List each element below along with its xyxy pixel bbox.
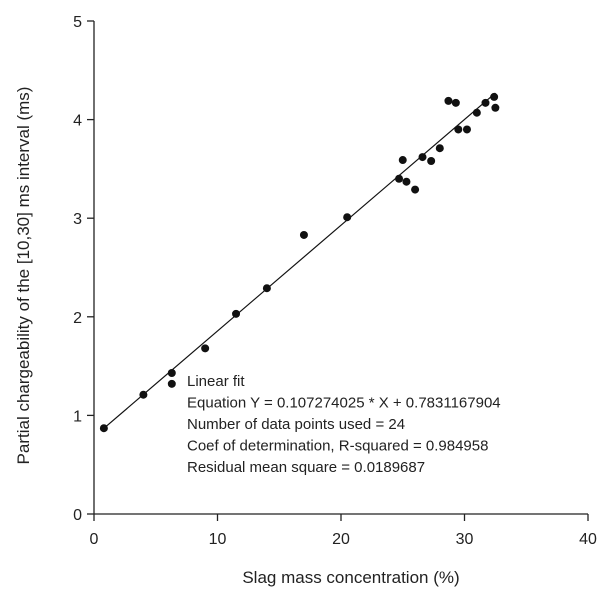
data-point	[435, 144, 444, 153]
data-point	[481, 98, 490, 107]
data-point	[472, 108, 481, 117]
data-point	[343, 213, 352, 222]
data-point	[454, 125, 463, 134]
annotation-line: Equation Y = 0.107274025 * X + 0.7831167…	[187, 395, 501, 412]
data-point	[398, 156, 407, 165]
data-point	[462, 125, 471, 134]
y-tick-label: 5	[73, 14, 82, 31]
x-tick-label: 0	[90, 531, 99, 548]
annotation-line: Residual mean square = 0.0189687	[187, 459, 425, 476]
data-point	[491, 103, 500, 112]
data-point	[451, 98, 460, 107]
data-point	[444, 96, 453, 105]
data-point	[299, 230, 308, 239]
fit-annotation: Linear fit Equation Y = 0.107274025 * X +…	[187, 373, 501, 476]
y-axis-ticks: 0 1 2 3 4 5	[73, 14, 94, 524]
data-point	[427, 157, 436, 166]
annotation-line: Linear fit	[187, 373, 245, 390]
data-point	[490, 92, 499, 101]
y-tick-label: 1	[73, 408, 82, 425]
linear-fit-line	[103, 92, 496, 429]
data-point	[262, 284, 271, 293]
y-tick-label: 2	[73, 310, 82, 327]
data-point	[411, 185, 420, 194]
x-axis-ticks: 0 10 20 30 40	[90, 514, 597, 548]
y-axis-label: Partial chargeability of the [10,30] ms …	[14, 87, 33, 465]
data-point	[201, 344, 210, 353]
data-points	[99, 92, 500, 433]
x-tick-label: 20	[332, 531, 350, 548]
data-point	[395, 174, 404, 183]
data-point	[402, 177, 411, 186]
data-point	[167, 379, 176, 388]
annotation-line: Number of data points used = 24	[187, 416, 405, 433]
y-tick-label: 4	[73, 113, 82, 130]
data-point	[99, 424, 108, 433]
y-tick-label: 3	[73, 211, 82, 228]
y-tick-label: 0	[73, 507, 82, 524]
x-tick-label: 10	[209, 531, 227, 548]
x-tick-label: 40	[579, 531, 597, 548]
data-point	[418, 153, 427, 162]
x-tick-label: 30	[456, 531, 474, 548]
data-point	[232, 309, 241, 318]
x-axis-label: Slag mass concentration (%)	[242, 568, 459, 587]
data-point	[139, 390, 148, 399]
data-point	[167, 369, 176, 378]
annotation-line: Coef of determination, R-squared = 0.984…	[187, 438, 488, 455]
